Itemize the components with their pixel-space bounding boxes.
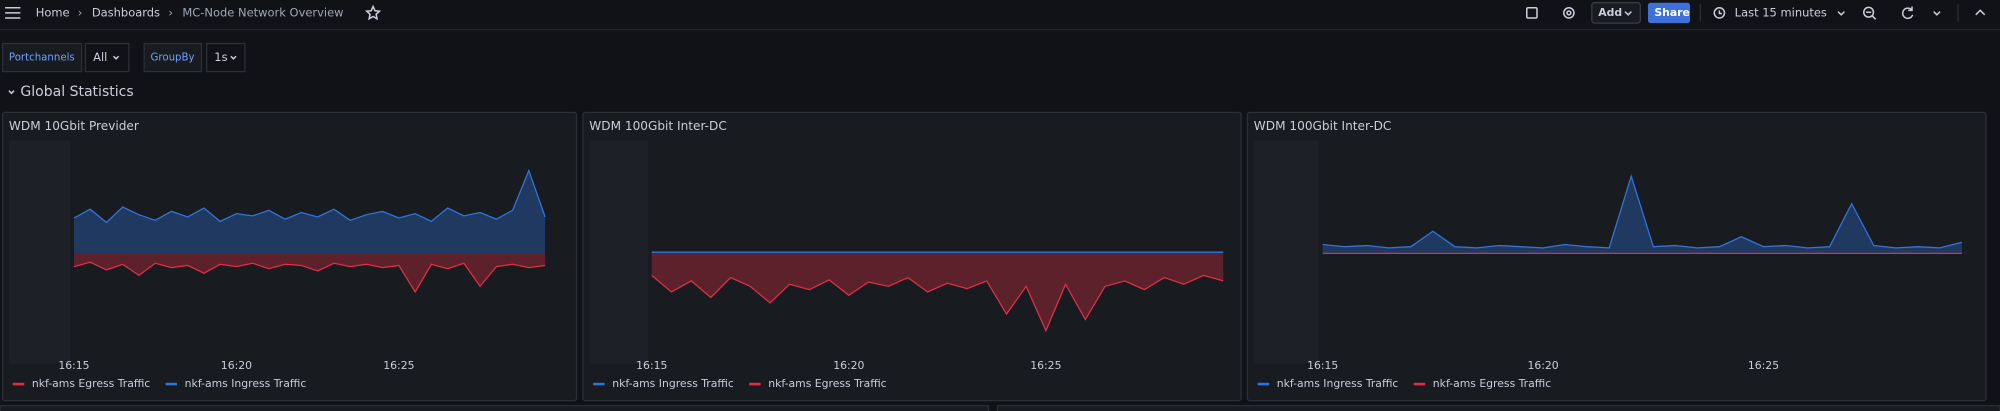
series-area [73, 253, 546, 292]
add-label: Add [1598, 6, 1622, 19]
x-tick-label: 16:20 [1527, 359, 1558, 372]
save-icon[interactable] [1526, 7, 1538, 19]
refresh-icon[interactable] [1901, 6, 1914, 20]
variable-value: All [93, 50, 107, 64]
add-chevron [1624, 11, 1632, 16]
panel: WDM 10Gbit Previder 16:15 16:20 16:25 nkf-am… [1, 111, 578, 402]
x-tick-label: 16:20 [833, 359, 864, 372]
series-line [1322, 174, 1963, 249]
series-line [73, 261, 546, 294]
series-area [651, 253, 1224, 331]
legend-label: nkf-ams Ingress Traffic [1277, 377, 1399, 390]
x-tick-label: 16:25 [383, 359, 414, 372]
legend-label: nkf-ams Ingress Traffic [612, 377, 734, 390]
panel-title: WDM 10Gbit Previder [9, 119, 139, 133]
separator: › [78, 5, 83, 19]
breadcrumb[interactable]: Home [36, 5, 70, 19]
panel-frame [582, 111, 1242, 402]
time-range[interactable]: Last 15 minutes [1735, 5, 1827, 19]
series-area [1322, 176, 1962, 254]
add-button[interactable] [1591, 2, 1641, 24]
panel-title: WDM 100Gbit Inter-DC [1254, 119, 1392, 133]
panel: WDM 100Gbit Inter-DC 16:15 16:20 16:25 nkf-a… [582, 111, 1242, 402]
zoom-out-icon[interactable] [1863, 6, 1877, 20]
row-chevron[interactable] [8, 90, 15, 95]
variable-label: GroupBy [151, 53, 195, 64]
x-tick-label: 16:15 [636, 359, 667, 372]
x-tick-label: 16:15 [58, 359, 89, 372]
separator: › [168, 5, 173, 19]
legend-label: nkf-ams Egress Traffic [768, 377, 886, 390]
share-button[interactable] [1647, 2, 1691, 24]
select-chevron [112, 55, 120, 60]
legend-label: nkf-ams Ingress Traffic [185, 377, 307, 390]
collapse-icon[interactable] [1975, 9, 1986, 16]
variable-select[interactable] [84, 42, 130, 73]
panel-frame [1, 111, 578, 402]
variable-label: Portchannels [9, 53, 75, 64]
share-label: Share [1654, 6, 1690, 19]
x-tick-label: 16:20 [221, 359, 252, 372]
select-chevron [230, 55, 237, 60]
time-chevron[interactable] [1837, 11, 1845, 16]
panel-edge [996, 405, 2000, 411]
breadcrumb: MC-Node Network Overview [182, 5, 343, 19]
star-icon[interactable] [364, 4, 382, 21]
row-title[interactable]: Global Statistics [20, 84, 133, 100]
panel-edge [0, 405, 990, 411]
breadcrumb[interactable]: Dashboards [92, 5, 160, 19]
x-tick-label: 16:25 [1748, 359, 1779, 372]
panel-title: WDM 100Gbit Inter-DC [589, 119, 727, 133]
settings-icon[interactable] [1563, 7, 1575, 19]
y-axis-blurred [8, 140, 71, 364]
y-axis-blurred [589, 140, 648, 364]
series-line [73, 168, 546, 224]
legend-label: nkf-ams Egress Traffic [32, 377, 150, 390]
panel: WDM 100Gbit Inter-DC 16:15 16:20 16:25 nkf-a… [1246, 111, 1987, 402]
series-area [73, 170, 546, 254]
panel-frame [1246, 111, 1987, 402]
variable-value: 1s [214, 50, 227, 64]
clock-icon [1713, 7, 1726, 19]
series-line [651, 274, 1224, 333]
y-axis-blurred [1253, 140, 1319, 364]
variable-label-box [1, 42, 83, 73]
variable-select[interactable] [205, 42, 246, 73]
variable-label-box [143, 42, 203, 73]
x-tick-label: 16:25 [1030, 359, 1061, 372]
x-tick-label: 16:15 [1307, 359, 1338, 372]
refresh-chevron[interactable] [1933, 11, 1941, 16]
legend-label: nkf-ams Egress Traffic [1433, 377, 1551, 390]
hamburger-icon[interactable] [5, 7, 21, 19]
